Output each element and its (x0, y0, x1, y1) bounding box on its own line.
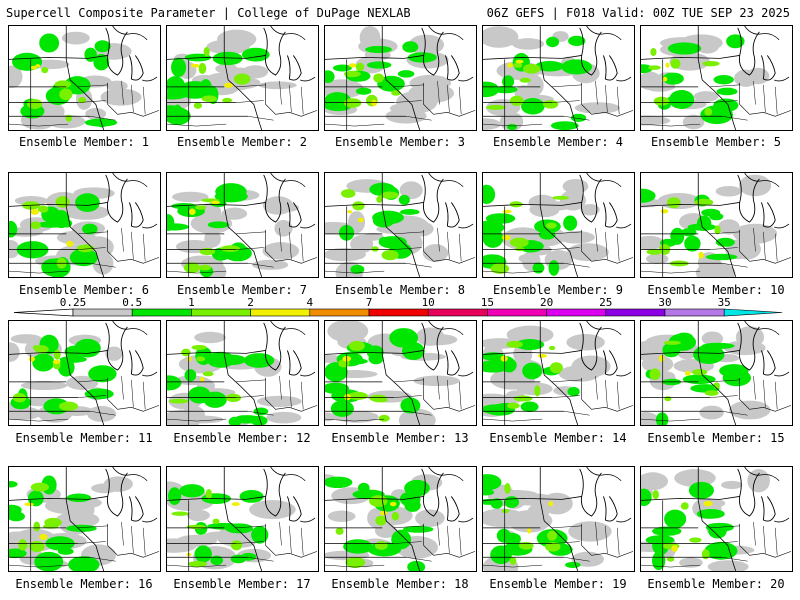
colorbar-swatch (72, 308, 133, 317)
ensemble-member-label: Ensemble Member: 13 (331, 431, 469, 445)
colorbar-legend: 0.25 0.5 1 2 4 7 10 15 20 25 30 35 (13, 296, 783, 317)
colorbar-swatch (723, 308, 783, 317)
ensemble-member-label: Ensemble Member: 10 (647, 283, 785, 297)
colorbar-tick-label: 15 (481, 296, 494, 309)
colorbar-swatch (605, 308, 666, 317)
ensemble-member-map (8, 466, 161, 572)
colorbar-swatch (487, 308, 547, 317)
ensemble-member-label: Ensemble Member: 5 (650, 135, 782, 149)
ensemble-member-label: Ensemble Member: 7 (176, 283, 308, 297)
ensemble-member-map (166, 172, 319, 278)
model-run-info: 06Z GEFS | F018 Valid: 00Z TUE SEP 23 20… (486, 6, 790, 20)
ensemble-member-label: Ensemble Member: 2 (176, 135, 308, 149)
colorbar-tick-label: 4 (306, 296, 313, 309)
ensemble-member-label: Ensemble Member: 15 (647, 431, 785, 445)
colorbar-tick-label: 0.25 (60, 296, 87, 309)
ensemble-member-map (640, 172, 793, 278)
colorbar-left-arrow (13, 308, 74, 317)
ensemble-member-map (324, 320, 477, 426)
ensemble-member-label: Ensemble Member: 11 (15, 431, 153, 445)
colorbar-tick-label: 10 (422, 296, 435, 309)
ensemble-member-map (482, 172, 635, 278)
colorbar-swatch (368, 308, 429, 317)
ensemble-member-map (8, 25, 161, 131)
colorbar-tick-label: 1 (188, 296, 195, 309)
ensemble-member-label: Ensemble Member: 4 (492, 135, 624, 149)
ensemble-member-map (8, 320, 161, 426)
colorbar-swatch (309, 308, 370, 317)
ensemble-member-label: Ensemble Member: 17 (173, 577, 311, 591)
colorbar-tick-label: 7 (366, 296, 373, 309)
ensemble-member-map (640, 320, 793, 426)
colorbar-tick-label: 2 (247, 296, 254, 309)
ensemble-member-map (482, 320, 635, 426)
colorbar-tick-label: 35 (718, 296, 731, 309)
ensemble-member-label: Ensemble Member: 19 (489, 577, 627, 591)
ensemble-member-map (640, 466, 793, 572)
ensemble-member-label: Ensemble Member: 16 (15, 577, 153, 591)
ensemble-member-map (324, 25, 477, 131)
colorbar-swatch (250, 308, 311, 317)
ensemble-member-map (8, 172, 161, 278)
colorbar-tick-label: 20 (540, 296, 553, 309)
ensemble-member-label: Ensemble Member: 20 (647, 577, 785, 591)
ensemble-member-map (166, 466, 319, 572)
ensemble-member-map (166, 320, 319, 426)
ensemble-member-label: Ensemble Member: 12 (173, 431, 311, 445)
colorbar-swatch (191, 308, 251, 317)
map-title: Supercell Composite Parameter | College … (6, 6, 411, 20)
ensemble-member-label: Ensemble Member: 18 (331, 577, 469, 591)
ensemble-member-label: Ensemble Member: 3 (334, 135, 466, 149)
colorbar-tick-label: 25 (599, 296, 612, 309)
colorbar-tick-label: 30 (658, 296, 671, 309)
colorbar-swatch (131, 308, 192, 317)
ensemble-member-map (482, 25, 635, 131)
colorbar-swatch (427, 308, 488, 317)
ensemble-member-label: Ensemble Member: 6 (18, 283, 150, 297)
ensemble-member-map (324, 466, 477, 572)
ensemble-member-map (640, 25, 793, 131)
ensemble-member-label: Ensemble Member: 14 (489, 431, 627, 445)
ensemble-member-label: Ensemble Member: 1 (18, 135, 150, 149)
ensemble-member-label: Ensemble Member: 9 (492, 283, 624, 297)
ensemble-member-map (166, 25, 319, 131)
colorbar-swatch (546, 308, 607, 317)
colorbar-swatch (664, 308, 725, 317)
colorbar-tick-label: 0.5 (122, 296, 142, 309)
ensemble-member-map (324, 172, 477, 278)
ensemble-member-label: Ensemble Member: 8 (334, 283, 466, 297)
ensemble-member-map (482, 466, 635, 572)
